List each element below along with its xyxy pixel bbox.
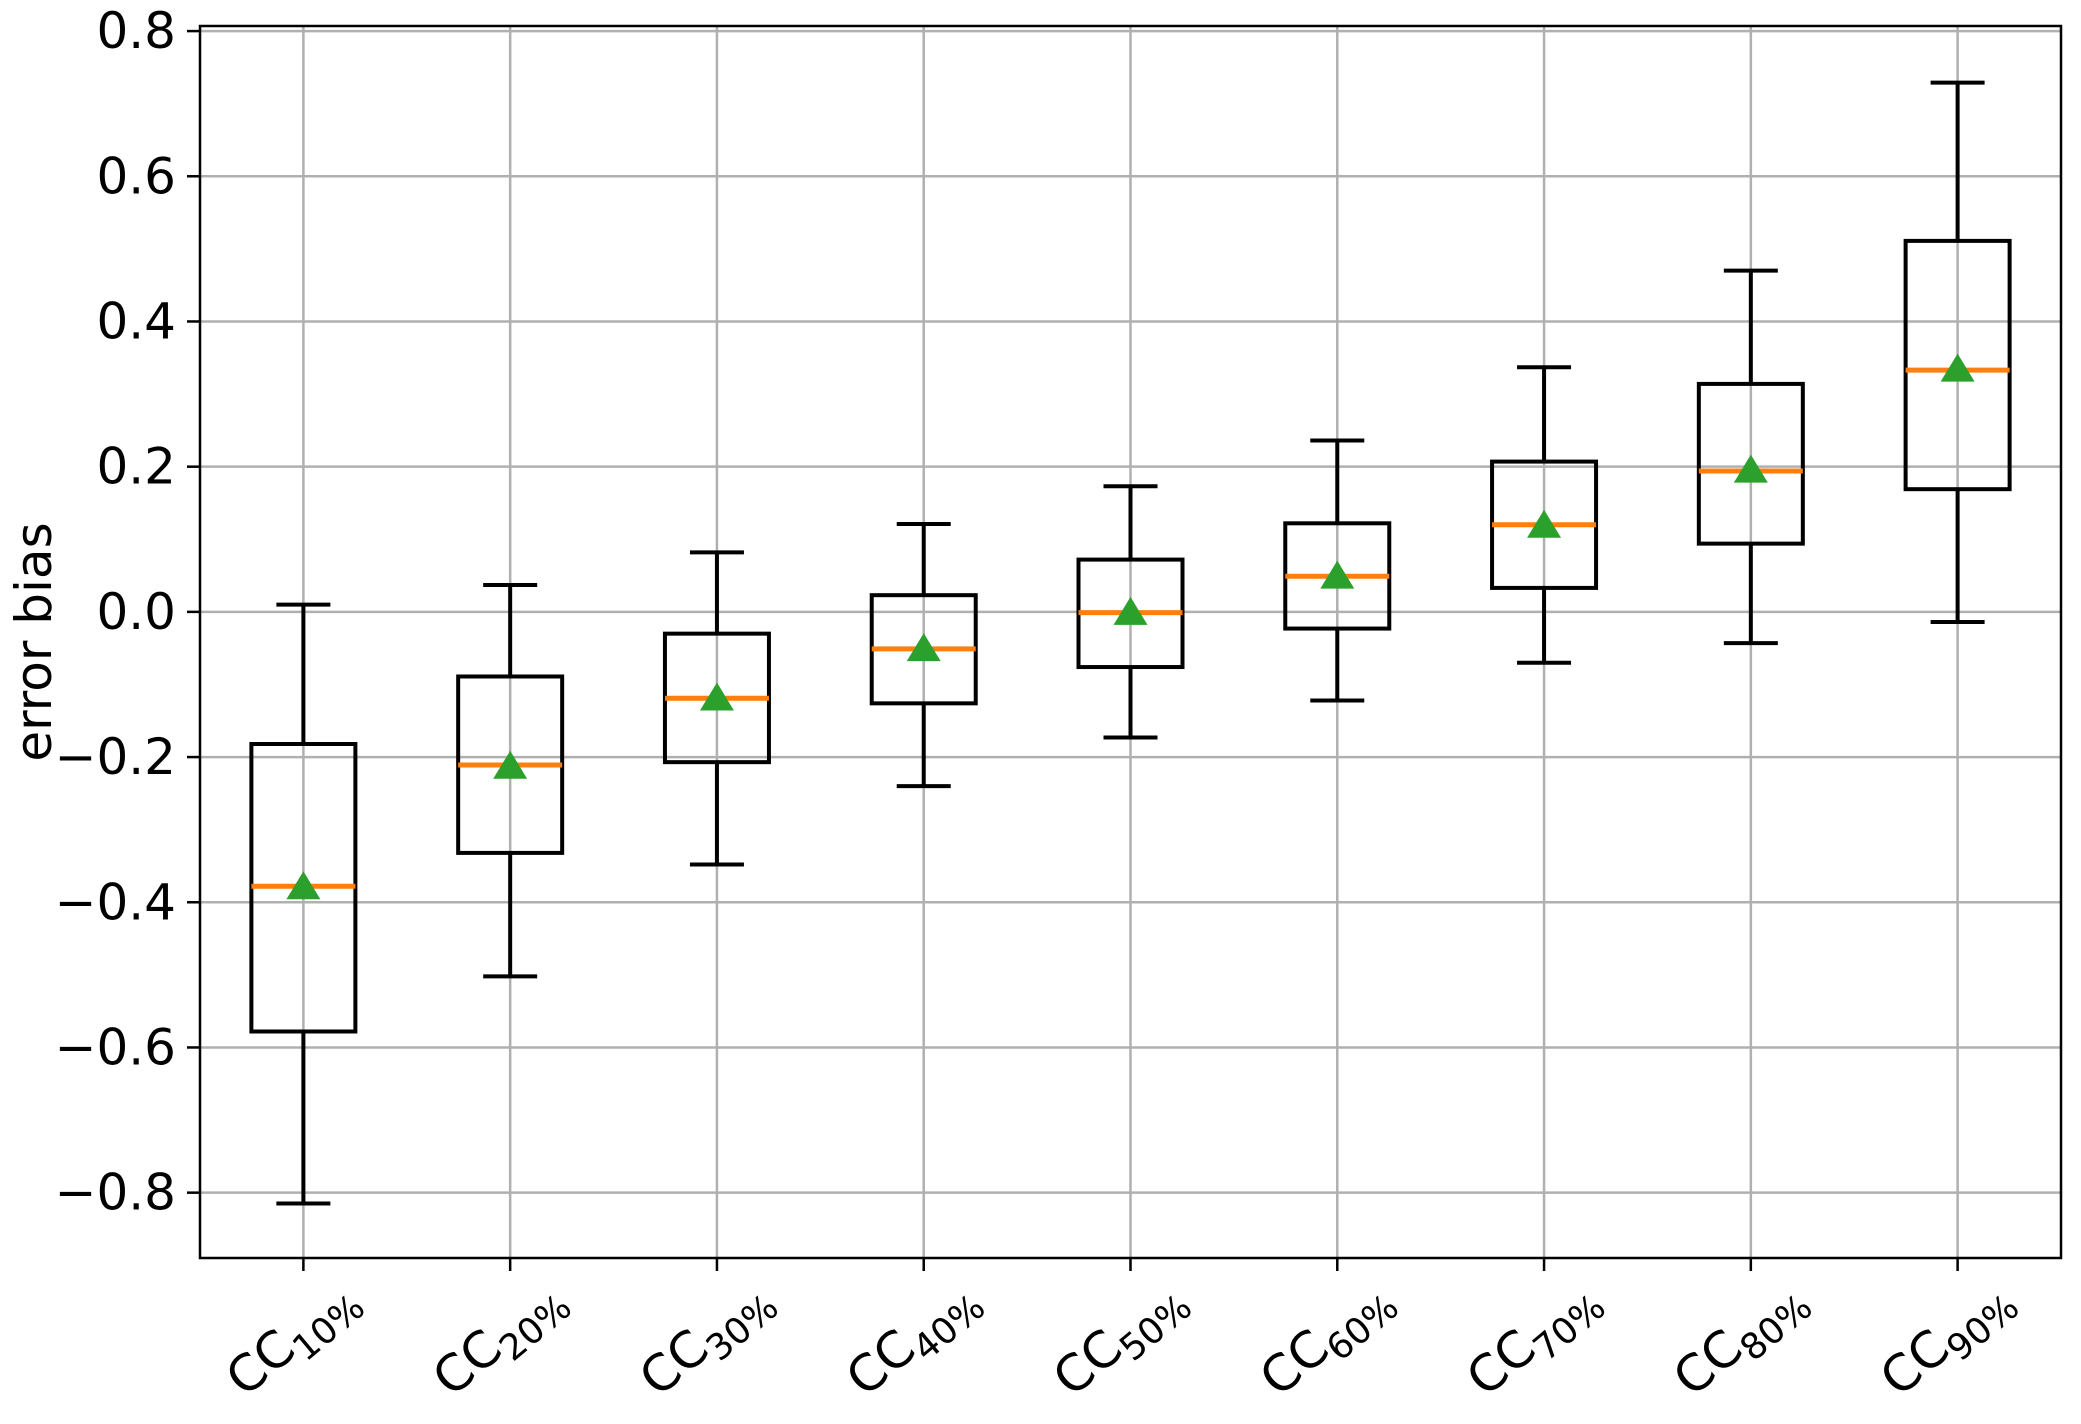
y-axis-label: error bias [5,522,63,762]
mean-marker [1940,353,1975,382]
x-tick-label: CC40% [835,1267,993,1415]
x-tick-label: CC10% [215,1267,373,1415]
box [1696,381,1805,546]
mean-marker [1733,454,1768,483]
y-tick-label: 0.0 [96,583,176,641]
x-tick-label: CC30% [629,1267,787,1415]
y-tick-label: 0.2 [96,438,176,496]
y-tick-label: −0.6 [55,1018,176,1076]
y-tick-label: 0.4 [96,292,176,350]
y-tick-label: −0.4 [55,873,176,931]
mean-marker [699,682,734,711]
mean-marker [906,633,941,662]
y-tick-label: 0.6 [96,147,176,205]
x-tick-label: CC50% [1042,1267,1200,1415]
mean-marker [493,750,528,779]
x-tick-label: CC80% [1662,1267,1820,1415]
mean-marker [1320,560,1355,589]
x-tick-label: CC60% [1249,1267,1407,1415]
x-tick-label: CC90% [1869,1267,2027,1415]
mean-marker [1527,509,1562,538]
x-tick-label: CC70% [1456,1267,1614,1415]
y-tick-label: −0.8 [55,1164,176,1222]
box [1903,238,2012,492]
y-tick-label: −0.2 [55,728,176,786]
mean-marker [1113,596,1148,625]
mean-marker [286,871,321,900]
y-tick-label: 0.8 [96,2,176,60]
x-tick-label: CC20% [422,1267,580,1415]
